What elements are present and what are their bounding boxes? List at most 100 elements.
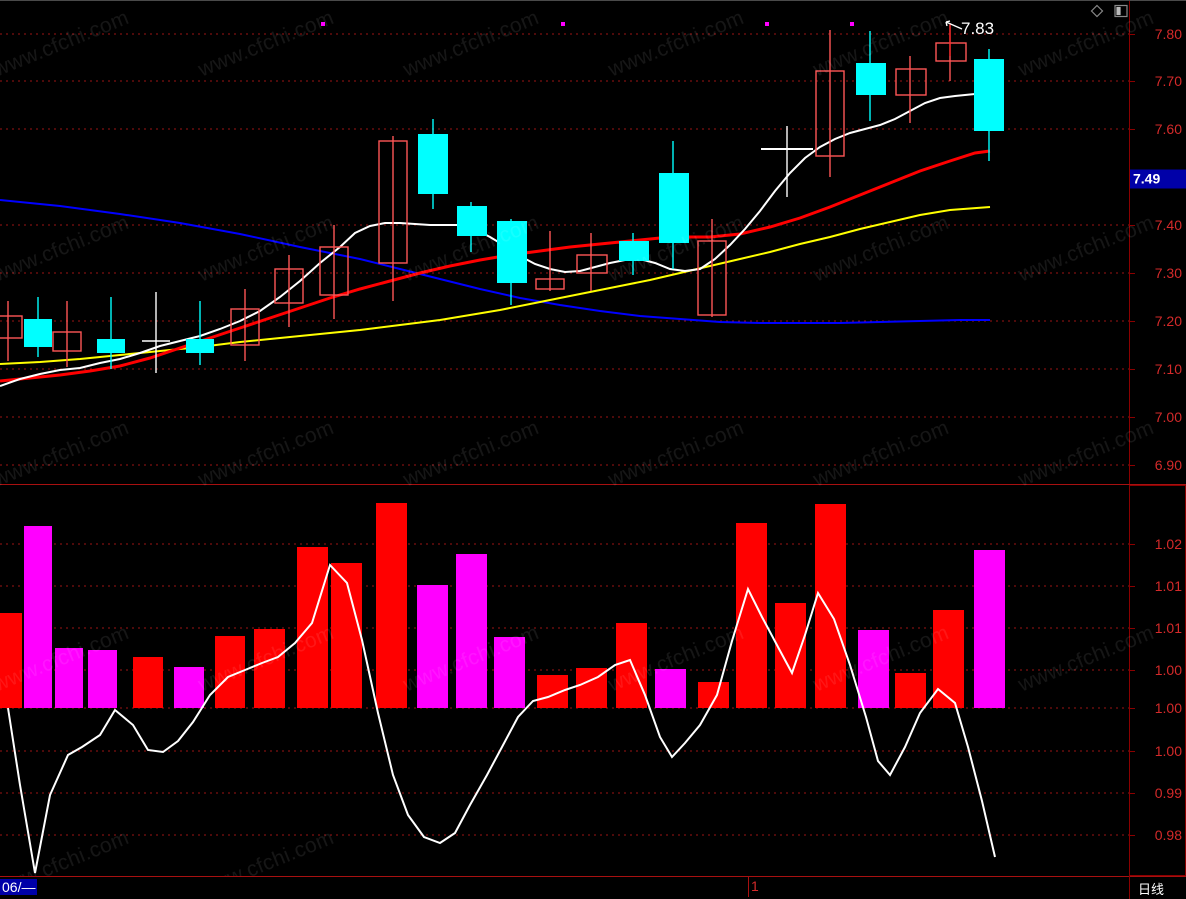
last-price-badge[interactable]: 7.49 bbox=[1130, 169, 1186, 189]
volume-bar bbox=[55, 648, 83, 708]
status-bar-center-label: 1 bbox=[751, 878, 759, 894]
volume-chart-panel[interactable] bbox=[0, 485, 1129, 876]
axis-tick bbox=[1130, 417, 1135, 418]
axis-tick bbox=[1130, 793, 1135, 794]
split-view-icon[interactable] bbox=[1114, 4, 1128, 18]
panel-separator bbox=[0, 484, 1186, 485]
axis-tick bbox=[1130, 129, 1135, 130]
volume-axis-label: 1.01 bbox=[1154, 578, 1182, 594]
volume-axis-label: 1.00 bbox=[1154, 700, 1182, 716]
axis-tick bbox=[1130, 321, 1135, 322]
volume-bar bbox=[698, 682, 729, 708]
price-chart-panel[interactable]: 7.83 bbox=[0, 1, 1129, 484]
axis-tick bbox=[1130, 34, 1135, 35]
volume-chart-canvas bbox=[0, 503, 1129, 874]
volume-bar bbox=[0, 613, 22, 708]
chart-toolbar[interactable] bbox=[1090, 2, 1128, 20]
candle bbox=[378, 136, 408, 301]
status-bar-separator bbox=[1129, 876, 1130, 899]
volume-axis-label: 1.02 bbox=[1154, 536, 1182, 552]
axis-tick bbox=[1130, 628, 1135, 629]
volume-axis-label: 1.00 bbox=[1154, 743, 1182, 759]
ma60-line bbox=[0, 199, 990, 324]
high-price-annotation: 7.83 bbox=[961, 19, 995, 38]
axis-tick bbox=[1130, 273, 1135, 274]
volume-bar bbox=[775, 603, 806, 708]
signal-dots bbox=[321, 22, 854, 26]
volume-bar bbox=[933, 610, 964, 708]
volume-bar bbox=[858, 630, 889, 708]
volume-bar bbox=[24, 526, 52, 708]
volume-indicator-line bbox=[7, 563, 996, 874]
volume-bar bbox=[254, 629, 285, 708]
price-gridlines bbox=[0, 33, 1129, 466]
price-axis-label: 7.30 bbox=[1154, 265, 1182, 281]
price-axis-label: 7.00 bbox=[1154, 409, 1182, 425]
candle bbox=[697, 219, 727, 317]
status-bar[interactable]: 06/— 1 日线 bbox=[0, 876, 1186, 899]
volume-bar bbox=[297, 547, 328, 708]
price-axis-border bbox=[1129, 1, 1130, 484]
price-axis-label: 7.10 bbox=[1154, 361, 1182, 377]
price-axis-label: 7.40 bbox=[1154, 217, 1182, 233]
volume-axis-label: 1.00 bbox=[1154, 662, 1182, 678]
candle bbox=[619, 233, 649, 275]
candle bbox=[97, 297, 125, 369]
candle bbox=[24, 297, 52, 357]
candle bbox=[659, 141, 689, 269]
diamond-icon[interactable] bbox=[1090, 4, 1104, 18]
candle bbox=[0, 301, 23, 361]
axis-tick bbox=[1130, 708, 1135, 709]
candle bbox=[52, 301, 82, 367]
price-axis-label: 7.20 bbox=[1154, 313, 1182, 329]
volume-bar bbox=[376, 503, 407, 708]
volume-bar bbox=[895, 673, 926, 708]
price-axis-label: 7.60 bbox=[1154, 121, 1182, 137]
axis-tick bbox=[1130, 544, 1135, 545]
candle bbox=[274, 255, 304, 327]
candle bbox=[895, 56, 927, 123]
axis-tick bbox=[1130, 751, 1135, 752]
price-axis-label: 7.70 bbox=[1154, 73, 1182, 89]
period-label[interactable]: 日线 bbox=[1138, 882, 1165, 897]
volume-bar bbox=[655, 669, 686, 708]
volume-bar bbox=[456, 554, 487, 708]
candle bbox=[497, 219, 527, 305]
candle bbox=[576, 233, 608, 291]
candle bbox=[418, 119, 448, 209]
candle bbox=[457, 202, 487, 252]
candle bbox=[535, 231, 565, 291]
volume-bar bbox=[331, 563, 362, 708]
candle bbox=[186, 301, 214, 365]
volume-bar bbox=[174, 667, 204, 708]
crosshair-marker bbox=[748, 877, 749, 897]
candle bbox=[856, 31, 886, 121]
axis-tick bbox=[1130, 670, 1135, 671]
volume-axis-label: 1.01 bbox=[1154, 620, 1182, 636]
volume-bar bbox=[133, 657, 163, 708]
window-top-divider bbox=[0, 0, 1186, 1]
ma5-line bbox=[0, 92, 991, 387]
ma10-line bbox=[0, 149, 991, 383]
volume-axis-label: 0.99 bbox=[1154, 785, 1182, 801]
volume-bar-series bbox=[0, 503, 1005, 708]
status-bar-date[interactable]: 06/— bbox=[0, 879, 38, 895]
axis-tick bbox=[1130, 586, 1135, 587]
price-axis-label: 7.80 bbox=[1154, 26, 1182, 42]
candle bbox=[142, 292, 170, 373]
volume-axis[interactable]: 1.02 1.01 1.01 1.00 1.00 1.00 0.99 0.98 bbox=[1129, 485, 1186, 876]
high-price-pointer bbox=[945, 20, 963, 56]
axis-tick bbox=[1130, 835, 1135, 836]
volume-bar bbox=[88, 650, 117, 708]
axis-tick bbox=[1130, 81, 1135, 82]
volume-bar bbox=[974, 550, 1005, 708]
candle bbox=[974, 49, 1004, 161]
volume-bar bbox=[417, 585, 448, 708]
candlestick-series bbox=[0, 25, 1004, 373]
candle bbox=[319, 225, 349, 319]
status-bar-divider bbox=[0, 876, 1186, 877]
candle bbox=[761, 126, 813, 197]
volume-bar bbox=[494, 637, 525, 708]
price-axis[interactable]: 7.80 7.70 7.60 7.40 7.30 7.20 7.10 7.00 … bbox=[1129, 1, 1186, 484]
